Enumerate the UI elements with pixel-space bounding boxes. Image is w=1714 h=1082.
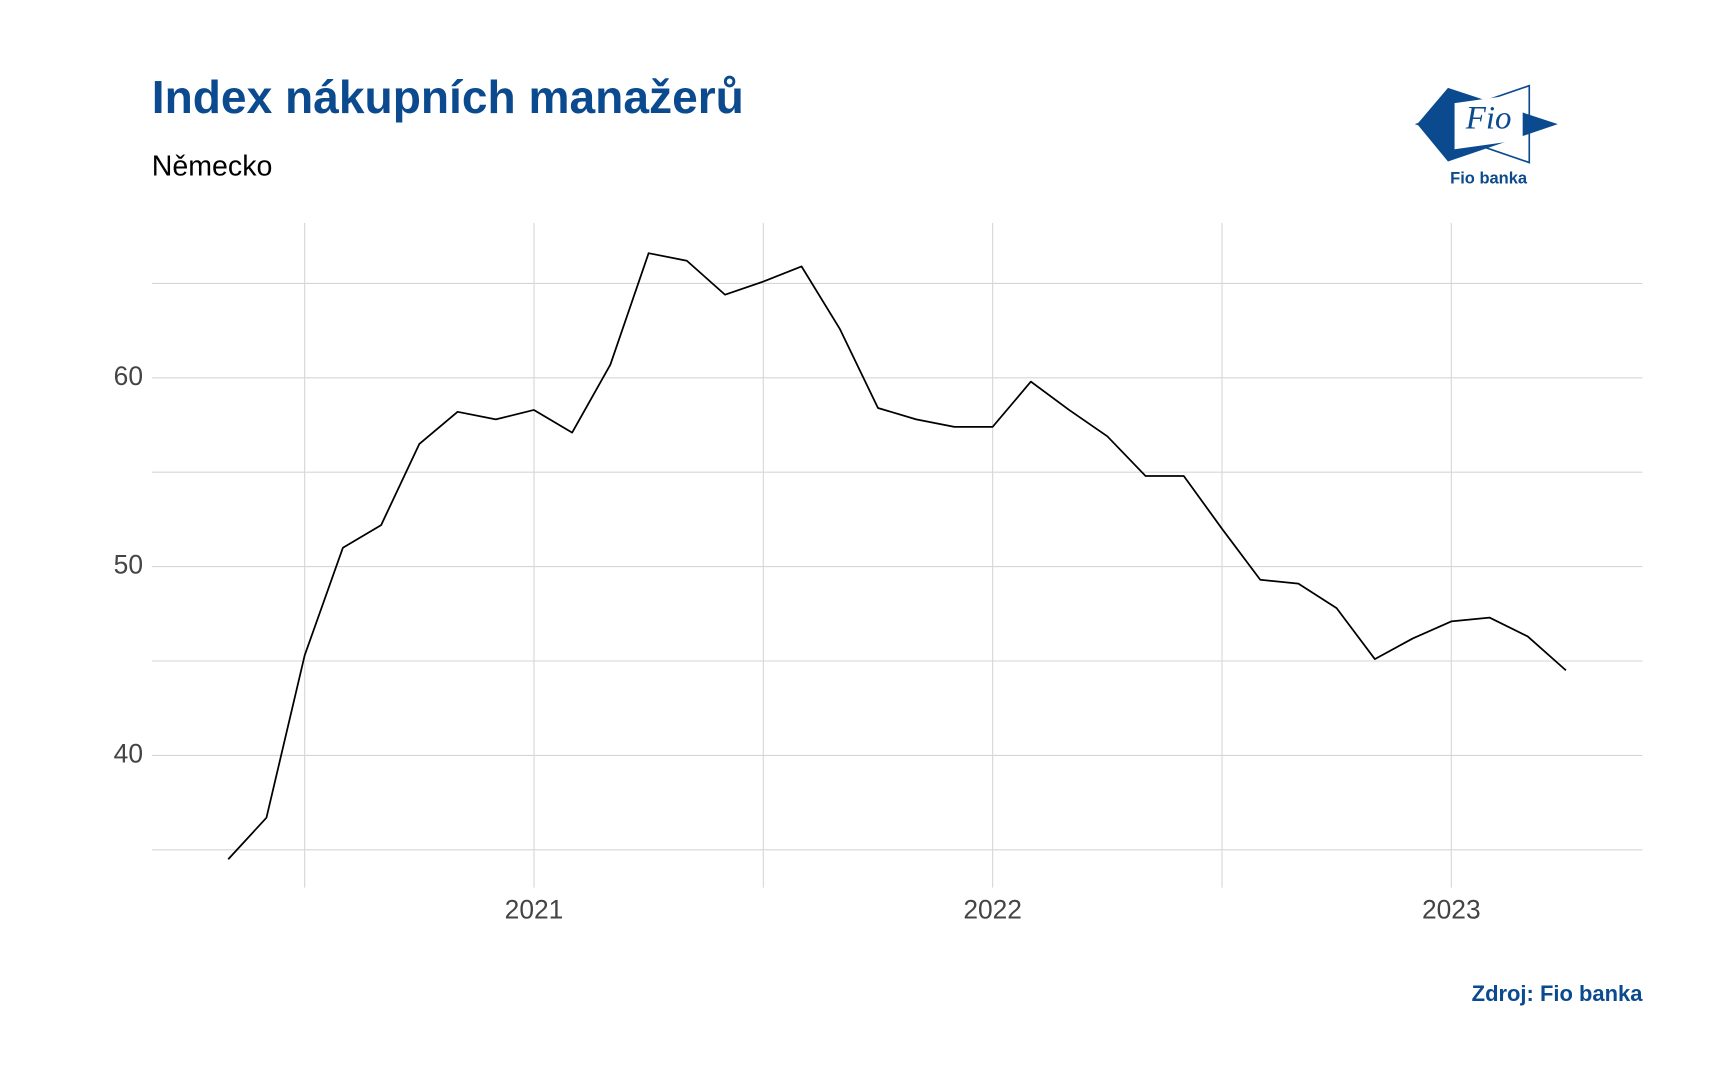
logo-mark: Fio [1465,100,1512,136]
grid [151,222,1643,888]
logo-box [1454,93,1523,150]
logo-caption: Fio banka [1450,169,1528,187]
line-series [227,252,1567,860]
x-tick-label: 2022 [963,895,1022,925]
logo: Fio Fio banka [1414,84,1558,187]
y-tick-label: 50 [114,550,143,580]
y-tick-label: 40 [114,738,143,768]
x-tick-label: 2023 [1422,895,1481,925]
source-note: Zdroj: Fio banka [1472,981,1644,1006]
x-tick-label: 2021 [505,895,564,925]
chart-subtitle: Německo [152,151,273,183]
y-tick-label: 60 [114,361,143,391]
chart-title: Index nákupních manažerů [152,71,744,123]
